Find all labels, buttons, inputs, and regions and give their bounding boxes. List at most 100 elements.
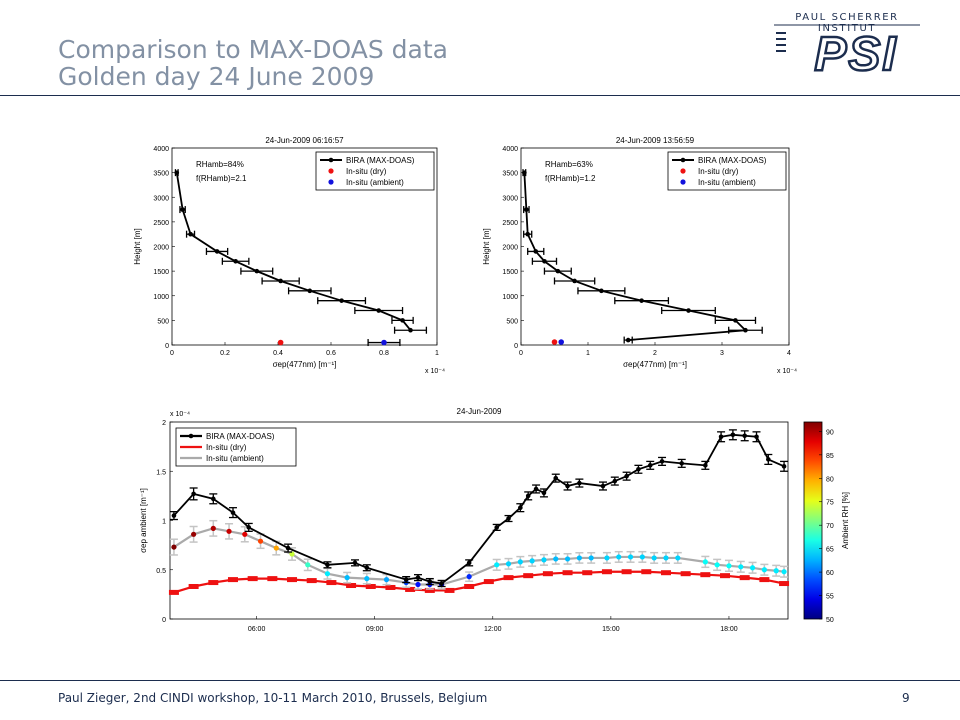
data-point-maxdoas: [522, 170, 527, 175]
data-point-ambient: [558, 339, 564, 345]
data-point-maxdoas: [599, 288, 604, 294]
y-tick-label: 1: [162, 519, 166, 526]
x-exponent: x 10⁻⁴: [425, 368, 445, 375]
data-point-maxdoas: [518, 505, 523, 510]
data-point-ambient: [761, 567, 767, 573]
y-tick-label: 3000: [153, 195, 169, 202]
data-point-dry: [601, 569, 612, 575]
colorbar-tick-label: 90: [826, 429, 834, 436]
data-point-ambient: [257, 538, 264, 544]
chart-title: 24-Jun-2009 06:16:57: [265, 136, 344, 145]
data-point-maxdoas: [233, 258, 238, 264]
x-tick-label: 1: [435, 350, 439, 357]
data-point-maxdoas: [572, 278, 577, 284]
data-point-ambient: [651, 555, 657, 561]
data-point-ambient: [226, 528, 232, 534]
data-point-dry: [405, 586, 416, 592]
data-point-maxdoas: [686, 308, 691, 313]
data-point-ambient: [675, 555, 681, 561]
data-point-ambient: [541, 557, 547, 563]
data-point-ambient: [738, 564, 744, 570]
y-exponent: x 10⁻⁴: [170, 411, 190, 418]
data-point-ambient: [171, 544, 177, 550]
data-point-dry: [188, 583, 199, 589]
colorbar-fill: [803, 421, 823, 620]
data-point-ambient: [616, 554, 622, 560]
data-point-maxdoas: [230, 510, 236, 515]
legend-entry: In-situ (dry): [346, 167, 387, 176]
data-point-ambient: [466, 574, 472, 580]
colorbar-label: Ambient RH [%]: [841, 492, 850, 549]
y-tick-label: 1000: [502, 294, 518, 301]
profile-chart-2: 24-Jun-2009 13:56:59 0 500 1000 1500 2000 2500…: [482, 136, 797, 375]
legend-marker-maxdoas: [680, 157, 686, 163]
x-tick-label: 18:00: [720, 626, 738, 633]
slide-title: Comparison to MAX-DOAS data Golden day 2…: [58, 36, 448, 90]
data-point-dry: [641, 569, 652, 575]
legend-entry: In-situ (dry): [698, 167, 739, 176]
data-point-ambient: [191, 531, 197, 537]
data-point-dry: [759, 577, 770, 583]
legend-marker-maxdoas: [188, 433, 194, 439]
data-point-maxdoas: [577, 480, 582, 486]
data-point-maxdoas: [742, 433, 748, 439]
data-point-maxdoas: [352, 560, 358, 566]
data-point-dry: [208, 580, 219, 586]
data-point-maxdoas: [246, 525, 252, 530]
data-point-maxdoas: [553, 475, 559, 481]
data-point-maxdoas: [754, 434, 759, 440]
colorbar-tick-label: 70: [826, 523, 834, 530]
data-point-maxdoas: [766, 457, 771, 462]
data-point-maxdoas: [718, 434, 724, 440]
data-point-ambient: [305, 562, 311, 568]
profile-chart-1: 24-Jun-2009 06:16:57 0 500 1000 1500 2000 2500…: [133, 136, 445, 375]
data-point-dry: [523, 573, 534, 579]
legend-marker-insitu: [680, 179, 686, 185]
data-point-maxdoas: [415, 575, 421, 580]
data-point-maxdoas: [180, 207, 185, 212]
x-tick-label: 0.6: [326, 350, 336, 357]
data-point-dry: [267, 576, 278, 582]
data-point-dry: [444, 587, 455, 593]
data-point-maxdoas: [525, 493, 531, 499]
data-point-dry: [551, 339, 558, 345]
legend-entry: BIRA (MAX-DOAS): [346, 156, 415, 165]
legend-entry: In-situ (ambient): [346, 178, 404, 187]
data-point-maxdoas: [733, 318, 738, 323]
data-point-dry: [582, 570, 593, 576]
data-point-ambient: [627, 554, 634, 560]
y-tick-label: 2000: [502, 245, 518, 252]
data-point-ambient: [289, 551, 295, 557]
data-point-maxdoas: [533, 249, 539, 254]
y-axis-label: Height [m]: [482, 228, 491, 264]
data-point-ambient: [588, 555, 594, 561]
annotation: RHamb=63%: [545, 160, 593, 169]
data-point-dry: [483, 579, 494, 585]
x-tick-label: 0.8: [379, 350, 389, 357]
data-point-ambient: [749, 565, 756, 571]
data-point-maxdoas: [408, 327, 413, 333]
data-point-ambient: [242, 531, 248, 537]
data-point-maxdoas: [703, 463, 708, 468]
colorbar-tick-label: 75: [826, 500, 834, 507]
chart-title: 24-Jun-2009 13:56:59: [616, 136, 695, 145]
colorbar-tick-label: 60: [826, 570, 834, 577]
legend-entry: In-situ (ambient): [206, 454, 264, 463]
x-tick-label: 12:00: [484, 626, 502, 633]
data-point-ambient: [702, 559, 708, 565]
x-tick-label: 09:00: [366, 626, 384, 633]
data-point-maxdoas: [730, 432, 736, 438]
title-line-1: Comparison to MAX-DOAS data: [58, 35, 448, 64]
data-point-ambient: [576, 555, 582, 561]
data-point-dry: [621, 569, 632, 575]
x-tick-label: 3: [720, 350, 724, 357]
title-line-2: Golden day 24 June 2009: [58, 62, 375, 91]
legend-marker-insitu: [680, 168, 686, 174]
data-point-dry: [562, 570, 573, 576]
x-exponent: x 10⁻⁴: [777, 368, 797, 375]
data-point-dry: [700, 572, 711, 578]
y-axis-label: Height [m]: [133, 228, 142, 264]
data-point-ambient: [604, 555, 610, 561]
data-point-maxdoas: [254, 268, 260, 274]
